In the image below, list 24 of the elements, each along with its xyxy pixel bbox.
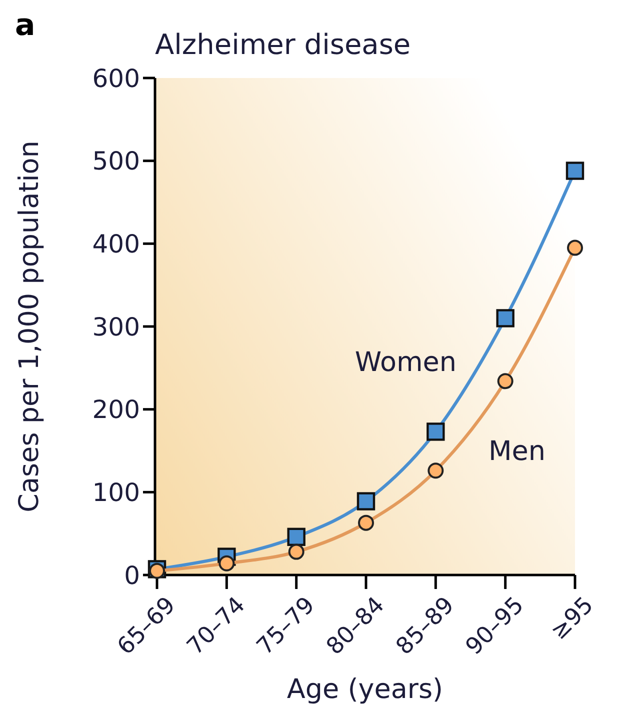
point [567,240,583,256]
point [358,514,374,531]
y-tick-label: 200 [92,395,140,424]
text: a [15,8,36,43]
y-tick-label: 400 [92,229,140,258]
point [287,528,306,546]
y-tick-label: 0 [124,560,140,590]
y-tick-label: 100 [92,478,140,507]
point [428,462,444,479]
point [426,422,445,441]
y-axis-title: Cases per 1,000 population [14,140,45,512]
chart-title: Alzheimer disease [155,28,411,61]
point [356,492,376,510]
y-tick-label: 500 [92,146,140,176]
series-label: Women [354,346,456,378]
point [496,309,514,328]
point [218,555,235,572]
point [288,544,304,560]
x-axis-title: Age (years) [286,674,444,705]
y-tick-label: 300 [92,312,140,342]
point [566,162,584,180]
y-tick-label: 600 [92,64,140,93]
series-label: Men [488,436,546,467]
point [497,373,514,390]
